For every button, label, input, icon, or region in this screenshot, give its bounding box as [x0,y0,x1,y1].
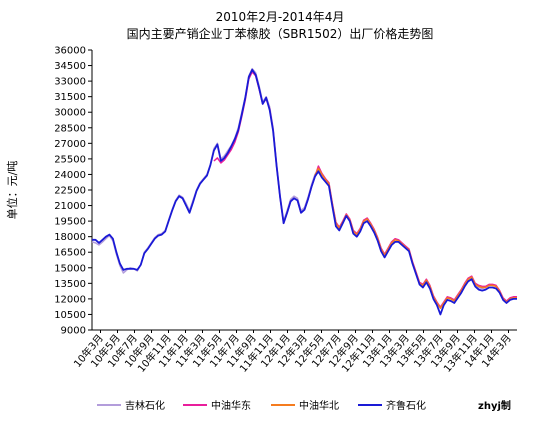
y-tick-label: 9000 [61,326,86,337]
y-tick-label: 28500 [54,123,86,134]
y-tick-label: 13500 [54,279,86,290]
y-tick-label: 16500 [54,248,86,259]
y-axis-ticks: 9000 10500 12000 13500 15000 16500 18000 19500 2… [54,46,92,337]
series-line-4 [92,68,517,316]
chart-title: 2010年2月-2014年4月 [216,10,345,24]
y-tick-label: 18000 [54,232,86,243]
y-tick-label: 30000 [54,108,86,119]
y-tick-label: 19500 [54,217,86,228]
y-tick-label: 24000 [54,170,86,181]
legend-label: 齐鲁石化 [386,399,426,412]
legend-label: 中油华北 [299,399,339,412]
chart-credit: zhyj制 [478,399,511,412]
y-tick-label: 36000 [54,46,86,57]
chart-subtitle: 国内主要产销企业丁苯橡胶（SBR1502）出厂价格走势图 [127,26,434,41]
y-tick-label: 21000 [54,201,86,212]
y-tick-label: 25500 [54,154,86,165]
y-tick-label: 10500 [54,310,86,321]
y-tick-label: 27000 [54,139,86,150]
legend-label: 吉林石化 [125,399,165,412]
series-line-3 [314,167,517,309]
y-tick-label: 34500 [54,61,86,72]
y-tick-label: 22500 [54,186,86,197]
y-tick-label: 33000 [54,77,86,88]
series-line-2 [213,71,517,308]
legend-label: 中油华东 [211,399,251,412]
y-axis-label: 单位：元/吨 [5,161,19,220]
y-tick-label: 15000 [54,263,86,274]
series-line-1 [91,67,517,309]
y-tick-label: 12000 [54,294,86,305]
x-axis-ticks: 10年3月10年5月10年7月10年9月10年11月11年1月11年3月11年5… [71,330,514,375]
legend: 吉林石化 中油华东 中油华北 齐鲁石化 [97,399,426,412]
plot-area [91,50,517,331]
y-tick-label: 31500 [54,92,86,103]
